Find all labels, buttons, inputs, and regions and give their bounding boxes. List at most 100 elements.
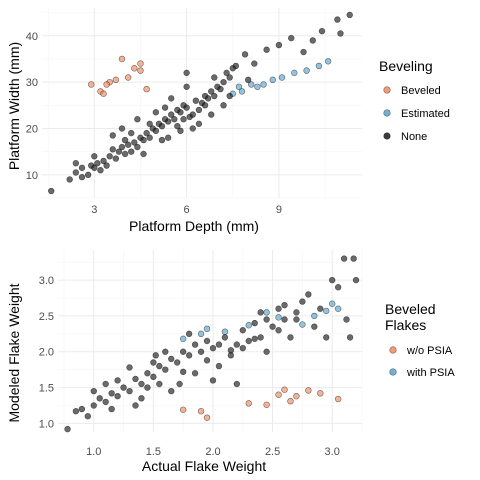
data-point — [174, 359, 181, 366]
data-point — [114, 377, 121, 384]
data-point — [303, 67, 310, 74]
data-point — [191, 370, 199, 377]
data-point — [245, 400, 252, 407]
data-point — [311, 323, 318, 330]
data-point — [340, 255, 348, 262]
data-point — [91, 153, 98, 160]
data-point — [91, 164, 98, 172]
data-point — [144, 384, 151, 391]
data-point — [109, 146, 116, 153]
data-point — [269, 323, 276, 330]
data-point — [227, 347, 235, 354]
data-point — [248, 81, 255, 88]
data-point — [300, 48, 307, 56]
y-tick-label: 30 — [26, 77, 38, 89]
data-point — [203, 325, 211, 333]
data-point — [78, 405, 86, 413]
data-point — [197, 330, 205, 338]
data-point — [311, 312, 318, 320]
data-point — [177, 109, 184, 116]
data-point — [209, 377, 217, 384]
data-point — [121, 150, 129, 158]
data-point — [263, 316, 270, 323]
data-point — [115, 148, 123, 155]
legend-title: Flakes — [385, 317, 426, 333]
data-point — [179, 406, 187, 413]
data-point — [128, 148, 135, 155]
data-point — [201, 102, 209, 109]
data-point — [263, 348, 270, 355]
data-point — [323, 334, 330, 341]
data-point — [263, 309, 270, 316]
data-point — [162, 348, 169, 355]
data-point — [108, 390, 115, 397]
legend-title: Beveled — [385, 301, 436, 317]
data-point — [195, 106, 203, 114]
data-point — [281, 301, 288, 309]
x-tick-label: 9 — [276, 204, 282, 216]
data-point — [281, 386, 288, 393]
grid — [42, 8, 362, 199]
data-point — [140, 136, 147, 144]
data-point — [238, 88, 246, 95]
data-point — [215, 362, 223, 370]
data-point — [168, 95, 175, 102]
data-point — [192, 97, 200, 104]
data-point — [126, 387, 133, 395]
data-point — [251, 60, 258, 67]
data-point — [244, 76, 252, 84]
data-point — [174, 122, 181, 130]
data-point — [203, 357, 211, 364]
data-point — [328, 300, 336, 307]
data-point — [185, 352, 193, 359]
legend-key — [389, 368, 397, 376]
data-point — [118, 143, 126, 151]
data-point — [263, 401, 270, 408]
data-point — [291, 69, 298, 77]
data-point — [287, 397, 294, 405]
data-point — [102, 398, 109, 406]
data-point — [251, 319, 258, 327]
data-point — [185, 330, 193, 338]
legend-label: w/o PSIA — [406, 345, 453, 357]
data-point — [241, 51, 249, 58]
data-point — [257, 334, 264, 341]
data-point — [183, 83, 190, 90]
data-point — [235, 83, 243, 90]
data-point — [72, 160, 80, 167]
series-none — [48, 11, 353, 195]
data-point — [103, 81, 110, 88]
data-point — [317, 390, 324, 397]
x-tick-label: 2.5 — [265, 446, 280, 458]
data-point — [334, 284, 342, 291]
data-point — [126, 364, 133, 371]
data-point — [334, 305, 342, 312]
data-point — [209, 344, 217, 352]
data-point — [191, 341, 199, 348]
data-point — [180, 116, 187, 123]
data-point — [281, 316, 288, 323]
data-point — [179, 368, 187, 376]
data-point — [233, 380, 241, 388]
data-point — [66, 176, 73, 183]
data-point — [179, 348, 187, 355]
data-point — [183, 104, 190, 111]
data-point — [112, 155, 120, 162]
data-point — [226, 92, 233, 100]
data-point — [305, 291, 312, 298]
bottom-scatter-panel: Actual Flake Weight Modeled Flake Weight… — [6, 250, 363, 474]
data-point — [215, 341, 223, 348]
legend-key — [383, 132, 391, 140]
data-point — [150, 373, 157, 381]
data-point — [346, 11, 353, 19]
data-point — [221, 334, 229, 341]
data-point — [217, 85, 224, 93]
data-point — [245, 337, 252, 345]
data-point — [337, 30, 344, 37]
data-point — [96, 395, 103, 402]
legend-title: Beveling — [379, 58, 433, 74]
data-point — [195, 120, 203, 128]
data-point — [254, 83, 261, 90]
data-point — [183, 69, 190, 77]
data-point — [287, 334, 294, 341]
